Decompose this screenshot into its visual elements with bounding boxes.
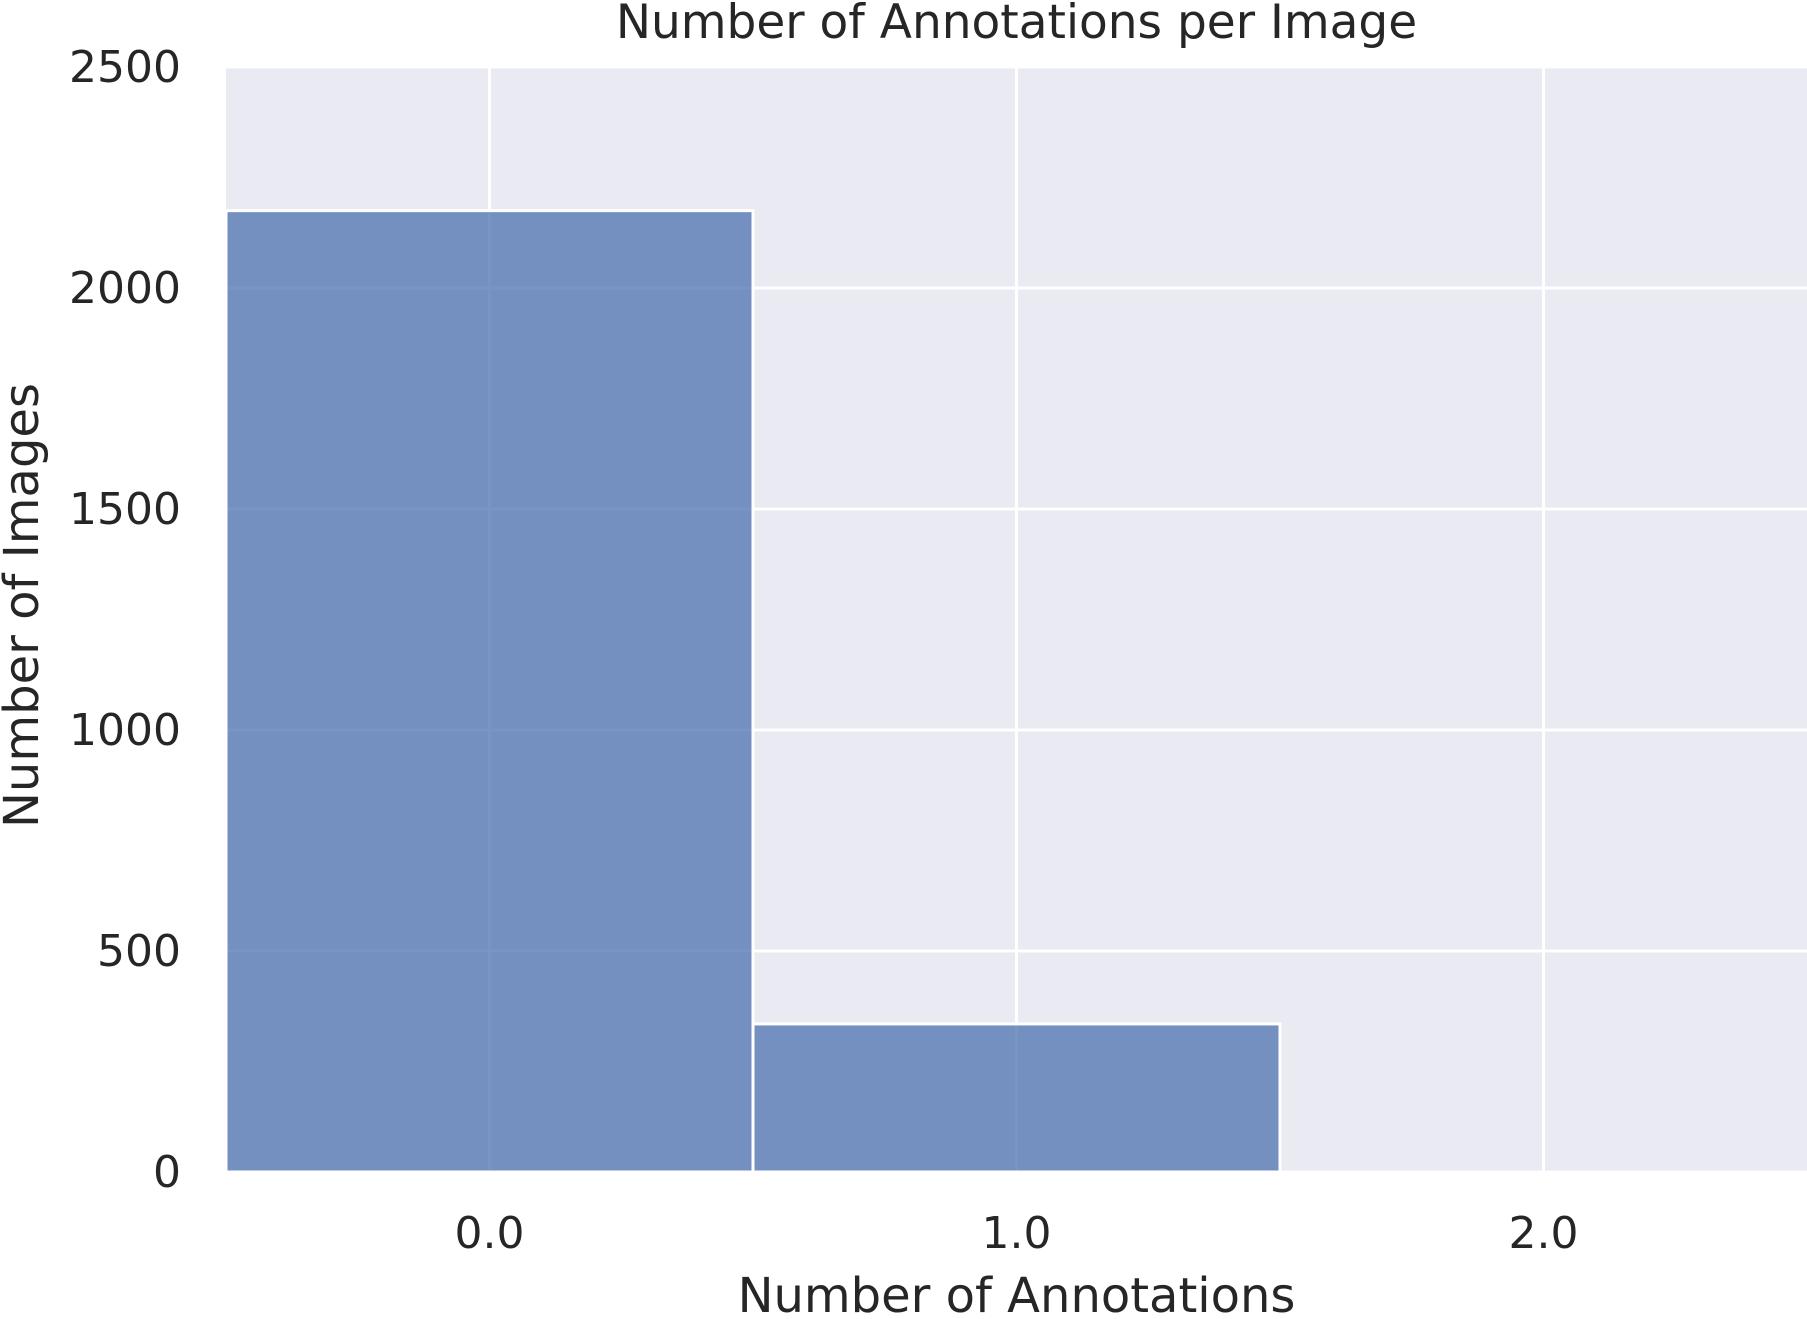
y-tick-label: 2500 <box>69 42 181 93</box>
y-axis-title: Number of Images <box>0 383 50 828</box>
y-tick-label: 1000 <box>69 705 181 756</box>
y-tick-label: 1500 <box>69 484 181 535</box>
y-tick-label: 0 <box>153 1147 181 1198</box>
y-tick-label: 2000 <box>69 263 181 314</box>
y-tick-labels: 0 500 1000 1500 2000 2500 <box>69 42 181 1198</box>
x-tick-label: 2.0 <box>1509 1208 1579 1259</box>
chart-title: Number of Annotations per Image <box>616 0 1417 50</box>
y-tick-label: 500 <box>97 926 181 977</box>
bars <box>224 209 1282 1174</box>
x-axis-title: Number of Annotations <box>738 1268 1296 1314</box>
bar-0-0 <box>224 209 755 1174</box>
x-tick-label: 0.0 <box>455 1208 525 1259</box>
x-tick-label: 1.0 <box>982 1208 1052 1259</box>
bar-1-0 <box>751 1022 1282 1174</box>
x-tick-labels: 0.0 1.0 2.0 <box>455 1208 1579 1259</box>
